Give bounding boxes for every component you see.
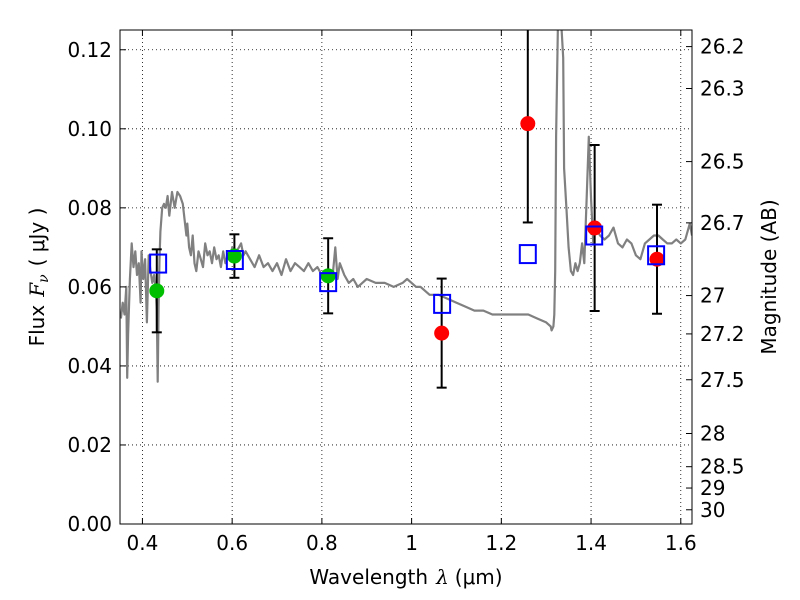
y-tick-label: 0.06 <box>67 275 112 299</box>
red-data-point <box>520 116 536 132</box>
right-tick-label: 26.5 <box>700 150 745 174</box>
grid <box>120 30 692 525</box>
model-box-marker <box>647 245 666 266</box>
x-tick-label: 1.2 <box>485 531 517 555</box>
x-axis-title: Wavelength λ (μm) <box>309 565 502 589</box>
right-tick-label: 28.5 <box>700 455 745 479</box>
y-tick-label: 0.02 <box>67 433 112 457</box>
right-tick-label: 28 <box>700 421 725 445</box>
y-tick-label: 0.10 <box>67 117 112 141</box>
green-data-point <box>226 248 242 264</box>
right-tick-label: 27.5 <box>700 368 745 392</box>
y-tick-label: 0.08 <box>67 196 112 220</box>
model-box-marker <box>319 272 338 293</box>
model-box-marker <box>518 244 537 265</box>
plot-frame <box>119 29 693 525</box>
y-tick-label: 0.04 <box>67 354 112 378</box>
y-axis-title: FluxFν( μJy ) <box>25 208 52 347</box>
model-box-marker <box>433 293 452 314</box>
plot-area <box>120 30 692 389</box>
red-data-point <box>649 251 665 267</box>
right-tick-label: 26.3 <box>700 76 745 100</box>
green-data-point <box>149 283 165 299</box>
right-tick-label: 27 <box>700 284 725 308</box>
y-tick-label: 0.12 <box>67 38 112 62</box>
y-tick-label: 0.00 <box>67 512 112 536</box>
spectrum-line <box>120 30 692 383</box>
right-tick-label: 29 <box>700 476 725 500</box>
red-data-point <box>434 325 450 341</box>
x-tick-label: 1.4 <box>575 531 607 555</box>
x-tick-label: 1.6 <box>665 531 697 555</box>
right-tick-label: 26.2 <box>700 35 745 59</box>
x-tick-label: 0.6 <box>216 531 248 555</box>
x-tick-label: 0.4 <box>127 531 159 555</box>
right-tick-label: 26.7 <box>700 211 745 235</box>
axes: 0.4 0.6 0.8 1 1.2 1.4 1.6 0.00 0.02 0.04 0.06 0.08 0… <box>67 30 745 555</box>
green-data-point <box>320 268 336 284</box>
x-tick-label: 0.8 <box>306 531 338 555</box>
right-tick-label: 27.2 <box>700 322 745 346</box>
right-tick-label: 30 <box>700 498 725 522</box>
red-data-point <box>587 220 603 236</box>
model-box-marker <box>225 250 244 271</box>
right-axis-title: Magnitude (AB) <box>757 199 781 354</box>
x-tick-label: 1 <box>405 531 418 555</box>
model-box-marker <box>585 225 604 246</box>
model-box-marker <box>149 253 168 274</box>
